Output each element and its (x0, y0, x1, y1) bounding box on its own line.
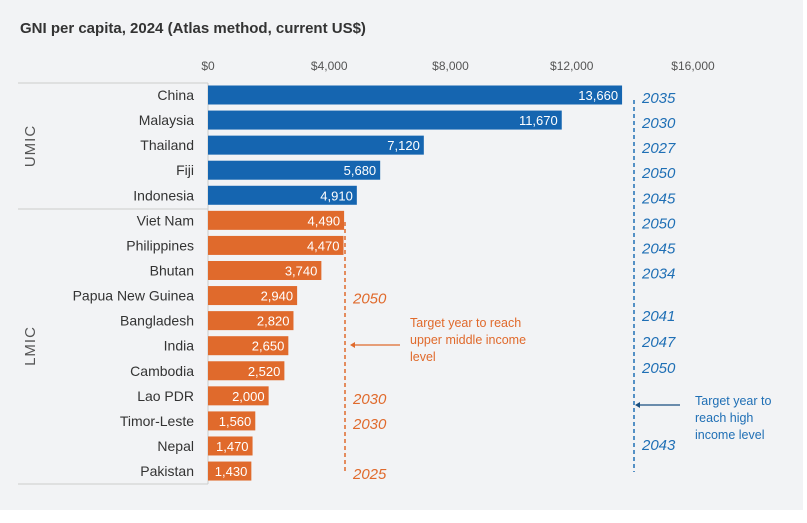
bar-value-label: 4,490 (308, 213, 341, 228)
umic-annotation-text: upper middle income (410, 333, 526, 347)
bar-value-label: 1,560 (219, 414, 252, 429)
bar (208, 260, 322, 280)
bar-value-label: 1,470 (216, 439, 249, 454)
hic-annotation-text: income level (695, 428, 764, 442)
arrow-head-icon (350, 342, 355, 348)
bar (208, 185, 357, 205)
category-label: Nepal (157, 438, 194, 454)
bar (208, 85, 623, 105)
bar-value-label: 11,670 (519, 113, 558, 128)
arrow-head-icon (635, 402, 640, 408)
bar-value-label: 4,910 (320, 188, 353, 203)
category-label: Papua New Guinea (73, 288, 195, 304)
hic-target-year: 2027 (641, 140, 676, 157)
x-tick-label: $8,000 (432, 59, 469, 73)
umic-target-year: 2025 (352, 466, 387, 483)
bar-value-label: 2,650 (252, 339, 285, 354)
x-tick-label: $4,000 (311, 59, 348, 73)
hic-target-year: 2043 (641, 437, 676, 454)
bar (208, 436, 253, 456)
hic-target-year: 2045 (641, 190, 676, 207)
hic-target-year: 2034 (641, 265, 675, 282)
category-label: Malaysia (139, 112, 194, 128)
chart-title: GNI per capita, 2024 (Atlas method, curr… (20, 20, 366, 37)
category-label: Fiji (176, 162, 194, 178)
bar (208, 336, 289, 356)
bar (208, 110, 562, 130)
bar (208, 286, 298, 306)
group-label-lmic: LMIC (22, 326, 39, 366)
hic-target-year: 2045 (641, 240, 676, 257)
bar-value-label: 2,000 (232, 389, 265, 404)
umic-target-year: 2050 (352, 291, 387, 308)
umic-target-year: 2030 (352, 416, 387, 433)
category-label: Indonesia (133, 187, 194, 203)
category-label: Lao PDR (137, 388, 194, 404)
bar-value-label: 4,470 (307, 238, 340, 253)
x-tick-label: $12,000 (550, 59, 594, 73)
bar-value-label: 1,430 (215, 464, 248, 479)
umic-target-year: 2030 (352, 391, 387, 408)
bar (208, 386, 269, 406)
bar (208, 411, 256, 431)
category-label: Viet Nam (137, 212, 194, 228)
hic-target-year: 2035 (641, 90, 676, 107)
category-label: Thailand (140, 137, 194, 153)
bar (208, 210, 345, 230)
bar (208, 361, 285, 381)
category-label: Bhutan (150, 262, 194, 278)
category-label: Cambodia (130, 363, 194, 379)
category-label: Bangladesh (120, 313, 194, 329)
hic-target-year: 2030 (641, 115, 676, 132)
hic-target-year: 2047 (641, 334, 676, 351)
bar-value-label: 2,940 (261, 289, 294, 304)
bar-value-label: 2,820 (257, 314, 290, 329)
bar (208, 235, 344, 255)
bar (208, 160, 381, 180)
umic-annotation-text: Target year to reach (410, 316, 521, 330)
hic-annotation-text: Target year to (695, 394, 771, 408)
bar (208, 311, 294, 331)
bar-value-label: 2,520 (248, 364, 281, 379)
bar (208, 461, 252, 481)
hic-target-year: 2050 (641, 215, 676, 232)
bar-value-label: 3,740 (285, 263, 318, 278)
bar-value-label: 5,680 (344, 163, 377, 178)
category-label: Timor-Leste (120, 413, 194, 429)
bar-value-label: 13,660 (578, 88, 618, 103)
bar-value-label: 7,120 (387, 138, 420, 153)
hic-annotation-text: reach high (695, 411, 753, 425)
hic-target-year: 2050 (641, 165, 676, 182)
group-label-umic: UMIC (22, 125, 39, 167)
x-tick-label: $16,000 (671, 59, 715, 73)
category-label: Pakistan (140, 463, 194, 479)
hic-target-year: 2050 (641, 360, 676, 377)
x-tick-label: $0 (201, 59, 215, 73)
category-label: India (164, 338, 195, 354)
category-label: China (157, 87, 194, 103)
chart-panel (0, 0, 803, 510)
umic-annotation-text: level (410, 350, 436, 364)
hic-target-year: 2041 (641, 308, 675, 325)
bar (208, 135, 424, 155)
category-label: Philippines (126, 237, 194, 253)
